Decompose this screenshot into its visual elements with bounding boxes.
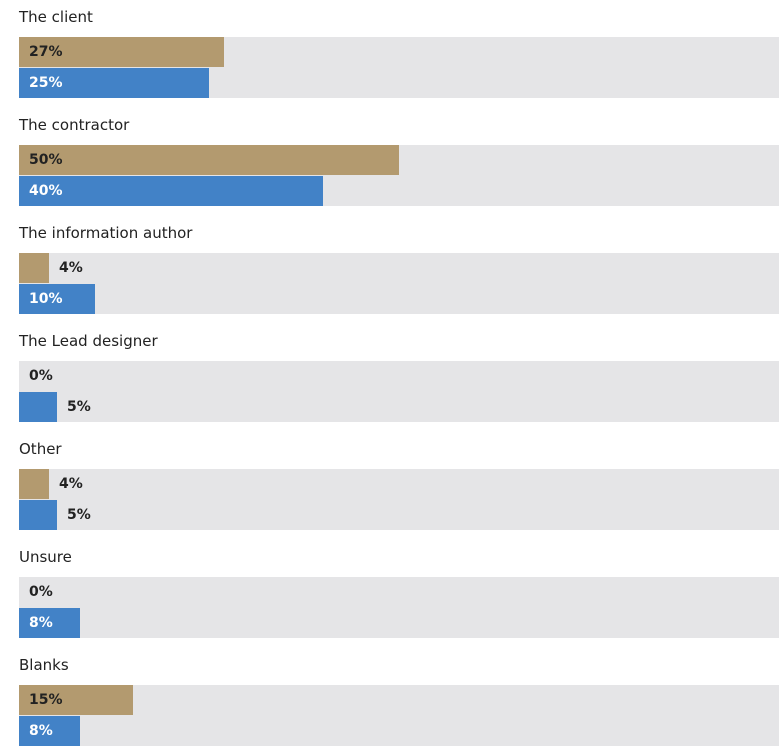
- bar-series-1: [19, 37, 224, 67]
- bar-track: 4% 5%: [19, 469, 779, 530]
- value-label: 8%: [29, 615, 53, 631]
- bar-series-2: [19, 500, 57, 530]
- category-label: The information author: [19, 224, 193, 242]
- category-group: Blanks 15% 8%: [0, 648, 779, 756]
- value-label: 15%: [29, 692, 63, 708]
- category-group: The information author 4% 10%: [0, 216, 779, 324]
- category-group: The Lead designer 0% 5%: [0, 324, 779, 432]
- bar-series-2: [19, 608, 80, 638]
- category-group: The client 27% 25%: [0, 0, 779, 108]
- value-label: 50%: [29, 152, 63, 168]
- category-label: The contractor: [19, 116, 130, 134]
- category-group: Unsure 0% 8%: [0, 540, 779, 648]
- category-group: The contractor 50% 40%: [0, 108, 779, 216]
- category-label: Unsure: [19, 548, 72, 566]
- bar-series-2: [19, 284, 95, 314]
- bar-series-1: [19, 253, 49, 283]
- value-label: 10%: [29, 291, 63, 307]
- category-label: Blanks: [19, 656, 69, 674]
- bar-series-2: [19, 176, 323, 206]
- value-label: 4%: [59, 476, 83, 492]
- category-group: Other 4% 5%: [0, 432, 779, 540]
- value-label: 0%: [29, 584, 53, 600]
- category-label: The Lead designer: [19, 332, 158, 350]
- category-label: Other: [19, 440, 62, 458]
- value-label: 0%: [29, 368, 53, 384]
- value-label: 4%: [59, 260, 83, 276]
- bar-track: 27% 25%: [19, 37, 779, 98]
- value-label: 40%: [29, 183, 63, 199]
- bar-series-2: [19, 716, 80, 746]
- bar-track: 4% 10%: [19, 253, 779, 314]
- value-label: 25%: [29, 75, 63, 91]
- bar-series-1: [19, 685, 133, 715]
- value-label: 5%: [67, 507, 91, 523]
- value-label: 27%: [29, 44, 63, 60]
- category-label: The client: [19, 8, 93, 26]
- value-label: 8%: [29, 723, 53, 739]
- bar-track: 50% 40%: [19, 145, 779, 206]
- bar-track: 15% 8%: [19, 685, 779, 746]
- bar-track: 0% 8%: [19, 577, 779, 638]
- bar-track: 0% 5%: [19, 361, 779, 422]
- bar-series-2: [19, 392, 57, 422]
- bar-series-1: [19, 145, 399, 175]
- bar-series-1: [19, 469, 49, 499]
- value-label: 5%: [67, 399, 91, 415]
- bar-series-2: [19, 68, 209, 98]
